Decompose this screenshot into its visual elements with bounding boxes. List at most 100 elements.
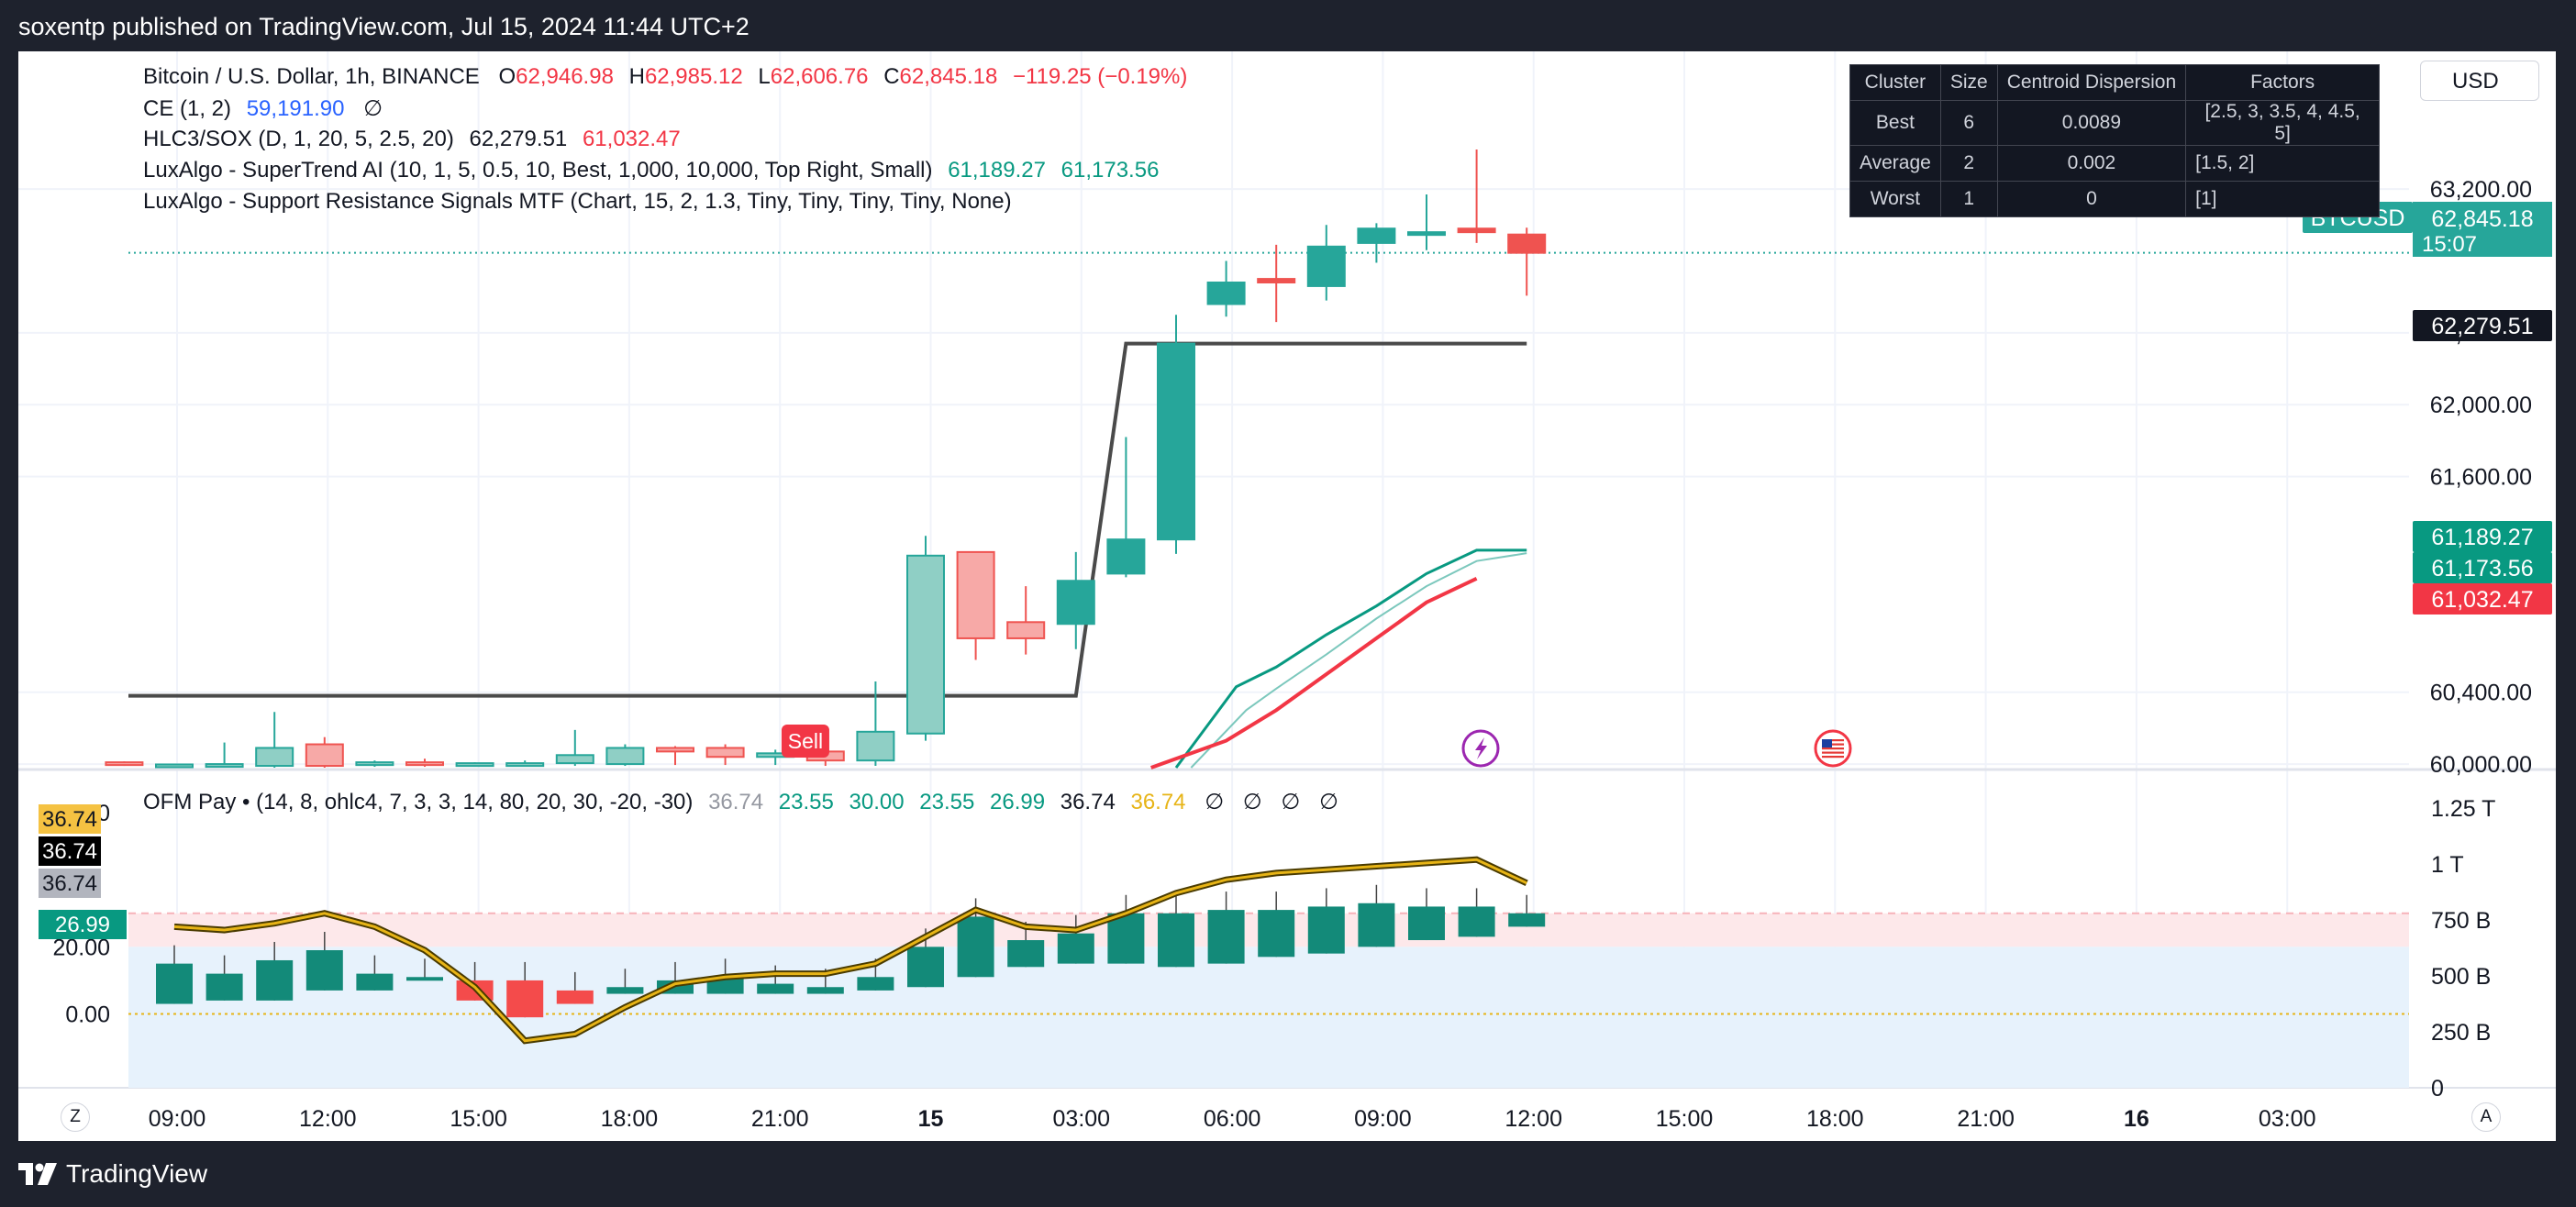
supertrend-value-2: 61,173.56 [1060, 158, 1160, 183]
ofm-label-2-bg [39, 836, 101, 866]
high-label: H [628, 64, 645, 89]
time-tick-label: 09:00 [149, 1106, 206, 1132]
symbol-title[interactable]: Bitcoin / U.S. Dollar, 1h, BINANCE [143, 64, 480, 89]
ofm-label-4-bg [39, 910, 127, 939]
candle-body [705, 747, 745, 759]
ofm-histogram-bar [256, 959, 294, 1001]
candle-body [255, 747, 294, 768]
cluster-cell: Worst [1849, 181, 1941, 217]
chart-frame[interactable]: 09:00 12:00 15:00 18:00 21:00 15 03:00 06:00 09:… [18, 51, 2556, 1141]
cluster-cell: [2.5, 3, 3.5, 4, 4.5, 5] [2185, 100, 2381, 146]
ofm-histogram-bar [957, 916, 994, 978]
candle-body [1006, 621, 1046, 639]
candle-body [1056, 580, 1095, 626]
hlc-price-badge-bg [2413, 310, 2552, 341]
cluster-header-cell: Centroid Dispersion [1996, 64, 2187, 101]
candle-body [605, 747, 645, 766]
ofm-histogram-bar [1408, 906, 1445, 941]
ofm-null-icon: ∅ [1242, 790, 1262, 814]
ofm-label-3: 36.74 [42, 871, 97, 896]
zoom-button[interactable]: Z [61, 1102, 90, 1132]
supertrend-price-badge-2-bg [2413, 552, 2552, 583]
price-tick-label: 60,400.00 [2430, 681, 2532, 706]
us-flag-stripe [1822, 747, 1844, 750]
cluster-cell: 6 [1939, 100, 1998, 146]
open-value: 62,946.98 [516, 64, 614, 89]
cluster-header-cell: Size [1939, 64, 1998, 101]
high-value: 62,985.12 [644, 64, 743, 89]
ofm-histogram-bar [1307, 906, 1345, 954]
time-tick-label: 12:00 [1505, 1106, 1562, 1132]
srs-legend-row[interactable]: LuxAlgo - Support Resistance Signals MTF… [143, 189, 1012, 215]
time-tick-label: 21:00 [751, 1106, 809, 1132]
srs-label: LuxAlgo - Support Resistance Signals MTF… [143, 189, 1012, 214]
ofm-histogram-bar [356, 973, 394, 991]
ce-null-icon: ∅ [363, 96, 383, 121]
candle-body [455, 762, 494, 768]
sell-signal-badge [781, 725, 829, 758]
supertrend-legend-row[interactable]: LuxAlgo - SuperTrend AI (10, 1, 5, 0.5, … [143, 158, 1159, 183]
ofm-label-3-bg [39, 869, 101, 898]
ofm-histogram-bar [806, 987, 844, 994]
cluster-cell: [1] [2185, 181, 2381, 217]
ofm-null-icon: ∅ [1205, 790, 1225, 814]
auto-scale-button[interactable]: A [2471, 1102, 2501, 1132]
ce-legend-row[interactable]: CE (1, 2) 59,191.90 ∅ [143, 95, 383, 122]
supertrend-bearish-line [1150, 576, 1478, 770]
ce-label: CE (1, 2) [143, 96, 232, 121]
candle-body [1306, 245, 1346, 287]
chart-canvas[interactable]: 09:00 12:00 15:00 18:00 21:00 15 03:00 06:00 09:… [18, 51, 2556, 1141]
low-label: L [758, 64, 771, 89]
hlc-legend-row[interactable]: HLC3/SOX (D, 1, 20, 5, 2.5, 20) 62,279.5… [143, 127, 681, 152]
currency-selector[interactable]: USD [2420, 61, 2539, 101]
ofm-label-2: 36.74 [42, 839, 97, 864]
candle-body [1357, 227, 1396, 244]
ofm-right-tick-label: 500 B [2431, 964, 2491, 990]
price-tick-label: 61,600.00 [2430, 465, 2532, 491]
ofm-histogram-bar [1057, 933, 1094, 964]
cluster-cell: 0.0089 [1996, 100, 2187, 146]
ofm-right-tick-label: 0 [2431, 1076, 2444, 1102]
us-flag-stripe [1822, 739, 1844, 742]
us-flag-stripe [1822, 756, 1844, 759]
cluster-header-cell: Factors [2185, 64, 2381, 101]
candle-body [105, 761, 144, 767]
ofm-histogram-bar [857, 977, 894, 991]
ofm-legend-row[interactable]: OFM Pay • (14, 8, ohlc4, 7, 3, 3, 14, 80… [143, 789, 1338, 815]
candle-body [505, 762, 545, 768]
cluster-row: Worst 1 0 [1] [1849, 181, 2381, 217]
ofm-histogram-bar [1007, 940, 1045, 968]
ofm-right-tick-label: 750 B [2431, 908, 2491, 934]
ofm-signal-line [173, 858, 1527, 1043]
time-tick-label: 15 [918, 1106, 944, 1132]
us-flag-canton [1822, 739, 1832, 747]
ofm-null-icon: ∅ [1318, 790, 1338, 814]
close-label: C [883, 64, 900, 89]
ofm-label-4: 26.99 [55, 913, 110, 937]
cluster-header-row: Cluster Size Centroid Dispersion Factors [1849, 64, 2381, 101]
change-value: −119.25 (−0.19%) [1013, 64, 1188, 89]
supertrend-value-1: 61,189.27 [948, 158, 1046, 183]
candle-body [1257, 278, 1296, 284]
hlc3-line [128, 341, 1527, 698]
low-value: 62,606.76 [770, 64, 869, 89]
tradingview-brand[interactable]: TradingView [18, 1159, 207, 1189]
footer-bar: TradingView [0, 1141, 2576, 1207]
price-tick-label: 63,200.00 [2430, 177, 2532, 203]
candle-body [906, 554, 945, 735]
ofm-value-1: 36.74 [708, 790, 764, 814]
ofm-null-icon: ∅ [1281, 790, 1301, 814]
ofm-value-2: 23.55 [778, 790, 834, 814]
supertrend-price-badge-3-bg [2413, 583, 2552, 615]
ofm-histogram-bar [757, 983, 794, 994]
candle-body [1457, 227, 1496, 234]
ofm-histogram-bar [556, 990, 594, 1004]
ofm-histogram-bar [305, 950, 343, 991]
hlc-price-badge: 62,279.51 [2431, 314, 2533, 339]
supertrend-price-badge-3: 61,032.47 [2431, 587, 2533, 613]
sell-signal-text: Sell [788, 729, 823, 753]
supertrend-price-badge-1-bg [2413, 521, 2552, 552]
btc-countdown: 15:07 [2422, 232, 2477, 257]
cluster-cell: 1 [1939, 181, 1998, 217]
ofm-histogram-bar [907, 947, 944, 988]
